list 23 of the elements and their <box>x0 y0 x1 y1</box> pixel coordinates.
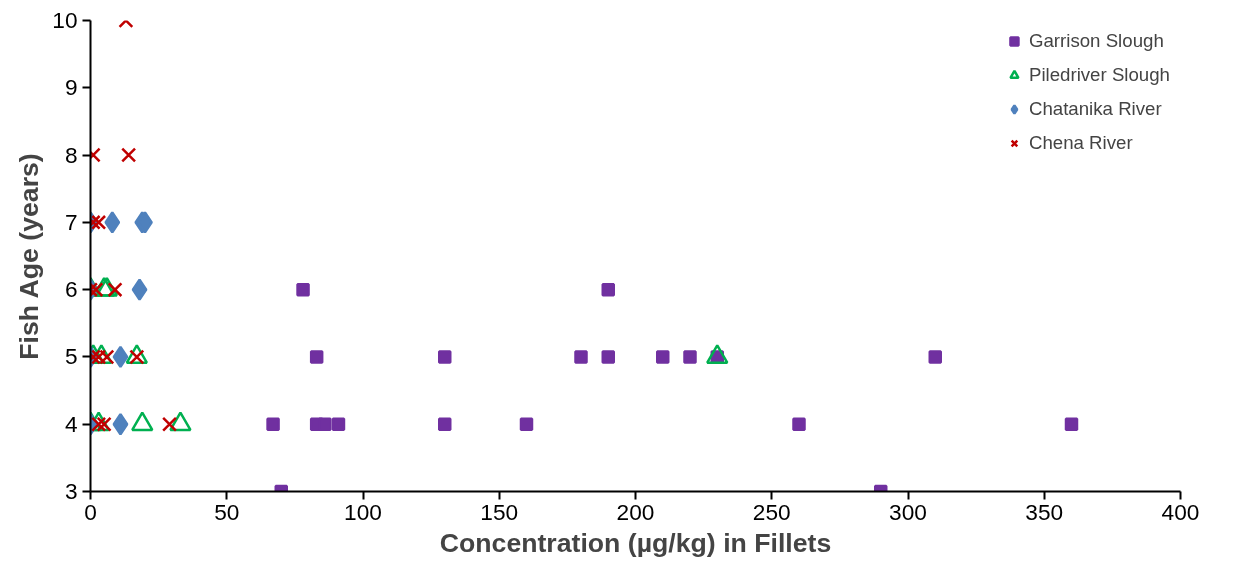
y-tick-label: 3 <box>64 478 78 504</box>
legend-label: Chatanika River <box>1028 98 1162 120</box>
y-tick-label: 4 <box>64 410 78 437</box>
y-axis-title: Fish Age (years) <box>14 153 45 360</box>
y-tick-label: 7 <box>64 208 78 235</box>
y-tick-label: 10 <box>52 7 78 33</box>
legend-label: Piledriver Slough <box>1028 64 1170 86</box>
x-tick-label: 0 <box>84 498 97 525</box>
y-tick-label: 5 <box>64 343 78 370</box>
x-tick-label: 300 <box>889 498 927 525</box>
legend-label: Garrison Slough <box>1028 30 1164 52</box>
x-axis-title: Concentration (µg/kg) in Fillets <box>439 527 832 558</box>
x-tick-label: 50 <box>214 498 240 525</box>
x-tick-label: 400 <box>1161 498 1200 525</box>
legend-label: Chena River <box>1028 132 1133 154</box>
y-tick-label: 9 <box>64 74 78 101</box>
x-tick-label: 100 <box>344 498 382 525</box>
x-tick-label: 150 <box>480 498 519 525</box>
x-tick-label: 200 <box>616 498 655 525</box>
x-tick-label: 250 <box>752 498 791 525</box>
x-tick-label: 350 <box>1025 498 1064 525</box>
y-tick-label: 8 <box>64 141 78 168</box>
y-tick-label: 6 <box>64 276 78 303</box>
